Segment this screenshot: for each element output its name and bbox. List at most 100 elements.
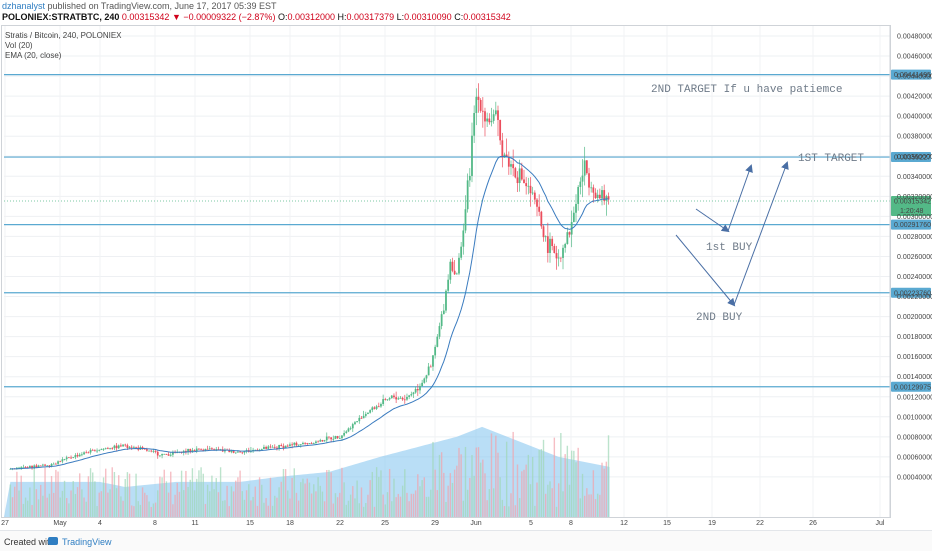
- volume-bar: [213, 489, 215, 517]
- volume-bar: [159, 476, 161, 517]
- candle-body: [31, 465, 33, 468]
- volume-bar: [170, 471, 172, 517]
- volume-bar: [393, 478, 395, 517]
- candle-body: [204, 448, 207, 451]
- candle-body: [403, 399, 406, 401]
- volume-bar: [206, 484, 209, 517]
- candle-body: [295, 442, 298, 446]
- level-badge-text: 0.00291760: [894, 222, 931, 229]
- candle-body: [399, 397, 402, 399]
- y-tick-label: 0.00380000: [897, 134, 932, 141]
- volume-bar: [59, 497, 61, 517]
- volume-bar: [280, 481, 282, 517]
- candle-body: [310, 443, 313, 444]
- candle-body: [562, 247, 564, 258]
- volume-bar: [375, 467, 378, 517]
- candle-body: [553, 246, 556, 254]
- volume-bar: [245, 490, 248, 517]
- candle-body: [254, 449, 257, 451]
- volume-bar: [360, 487, 363, 517]
- volume-bar: [118, 475, 120, 517]
- volume-bar: [601, 462, 603, 517]
- volume-bar: [549, 481, 551, 517]
- candle-body: [117, 445, 120, 449]
- volume-bar: [167, 492, 170, 517]
- volume-bar: [94, 481, 96, 517]
- volume-bar: [226, 485, 228, 517]
- candle-body: [544, 236, 547, 238]
- y-tick-label: 0.00240000: [897, 274, 932, 281]
- candle-body: [148, 450, 150, 452]
- volume-bar: [172, 504, 174, 517]
- candle-body: [572, 212, 575, 223]
- volume-bar: [503, 506, 506, 517]
- candle-body: [83, 452, 85, 455]
- candle-body: [577, 186, 580, 204]
- candle-body: [230, 450, 233, 453]
- volume-bar: [16, 471, 18, 517]
- candle-body: [154, 450, 157, 452]
- volume-bar: [339, 492, 341, 517]
- candle-body: [321, 440, 324, 442]
- candle-body: [464, 209, 467, 231]
- volume-bar: [443, 472, 445, 517]
- candle-body: [453, 270, 456, 275]
- candle-body: [252, 449, 254, 451]
- volume-bar: [85, 501, 87, 517]
- y-tick-label: 0.00160000: [897, 354, 932, 361]
- candle-body: [297, 444, 300, 446]
- x-tick-label: 29: [431, 520, 439, 527]
- candle-body: [72, 457, 75, 459]
- candle-body: [176, 452, 179, 454]
- volume-bar: [165, 481, 168, 517]
- candle-body: [65, 457, 68, 460]
- volume-bar: [599, 494, 601, 517]
- candle-body: [390, 395, 393, 399]
- time-axis[interactable]: 27 May 4 8 11 15 18 22 25 29 Jun 5 8 12 15 19 22 26 Jul: [1, 520, 885, 527]
- volume-area: [4, 426, 610, 517]
- y-tick-label: 0.00460000: [897, 54, 932, 61]
- volume-bar: [282, 468, 285, 517]
- level-badge: [891, 69, 931, 80]
- author-link[interactable]: dzhanalyst: [2, 1, 46, 11]
- y-tick-label: 0.00440000: [897, 74, 932, 81]
- volume-bar: [306, 478, 308, 517]
- candle-body: [302, 442, 304, 445]
- candle-body: [375, 406, 378, 409]
- tradingview-link[interactable]: TradingView: [62, 537, 112, 547]
- volume-bar: [525, 464, 527, 517]
- volume-bar: [115, 488, 118, 517]
- volume-bar: [358, 503, 360, 517]
- candle-body: [497, 110, 499, 120]
- legend-symbol: Stratis / Bitcoin, 240, POLONIEX: [5, 31, 122, 40]
- candle-body: [304, 442, 307, 444]
- candle-body: [20, 467, 23, 468]
- candle-body: [18, 467, 20, 469]
- volume-bar: [492, 488, 495, 517]
- candle-body: [87, 452, 90, 454]
- candle-body: [507, 156, 510, 167]
- candle-body: [527, 185, 530, 187]
- candle-body: [52, 463, 55, 465]
- volume-bar: [458, 447, 460, 517]
- volume-bar: [109, 489, 111, 517]
- volume-bar: [9, 484, 12, 517]
- y-tick-label: 0.00340000: [897, 174, 932, 181]
- volume-bar: [499, 477, 501, 517]
- arrow-to-buy2: [675, 234, 736, 307]
- candle-body: [490, 120, 493, 123]
- candle-body: [126, 445, 129, 448]
- volume-bar: [581, 473, 584, 517]
- price-axis[interactable]: 0.00040000 0.00060000 0.00080000 0.00100000…: [889, 26, 932, 517]
- volume-bar: [562, 491, 564, 517]
- candle-body: [150, 450, 153, 452]
- volume-bar: [150, 506, 152, 517]
- candle-body: [332, 438, 335, 440]
- volume-bar: [209, 491, 211, 517]
- volume-bar: [425, 496, 428, 517]
- y-tick-label: 0.00220000: [897, 294, 932, 301]
- candle-body: [362, 415, 365, 419]
- volume-bar: [386, 492, 389, 517]
- volume-bar: [74, 493, 77, 517]
